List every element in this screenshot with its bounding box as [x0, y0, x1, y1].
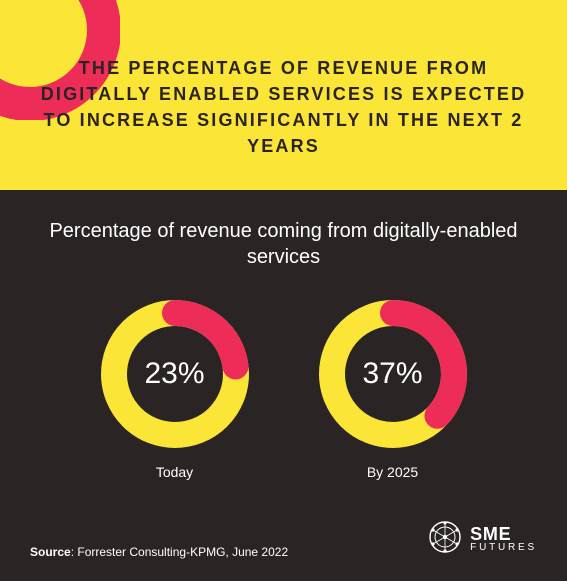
header-band: THE PERCENTAGE OF REVENUE FROM DIGITALLY… [0, 0, 567, 190]
subtitle-text: Percentage of revenue coming from digita… [30, 218, 537, 270]
donut-value-1: 37% [319, 300, 467, 448]
brand-line2: FUTURES [470, 543, 537, 553]
donut-ring-1: 37% [319, 300, 467, 448]
source-label: Source [30, 545, 71, 559]
donut-ring-0: 23% [101, 300, 249, 448]
donut-label-1: By 2025 [367, 464, 418, 480]
headline-text: THE PERCENTAGE OF REVENUE FROM DIGITALLY… [0, 55, 567, 159]
donut-label-0: Today [156, 464, 193, 480]
brand-text: SME FUTURES [470, 526, 537, 553]
brand-globe-icon [428, 520, 462, 559]
source-line: Source: Forrester Consulting-KPMG, June … [30, 545, 288, 559]
brand-line1: SME [470, 526, 537, 543]
donut-0: 23% Today [101, 300, 249, 480]
source-text: Forrester Consulting-KPMG, June 2022 [77, 545, 288, 559]
donut-value-0: 23% [101, 300, 249, 448]
donuts-row: 23% Today 37% By 2025 [30, 300, 537, 480]
donut-1: 37% By 2025 [319, 300, 467, 480]
main-area: Percentage of revenue coming from digita… [0, 190, 567, 480]
footer: Source: Forrester Consulting-KPMG, June … [30, 520, 537, 559]
brand-logo: SME FUTURES [428, 520, 537, 559]
